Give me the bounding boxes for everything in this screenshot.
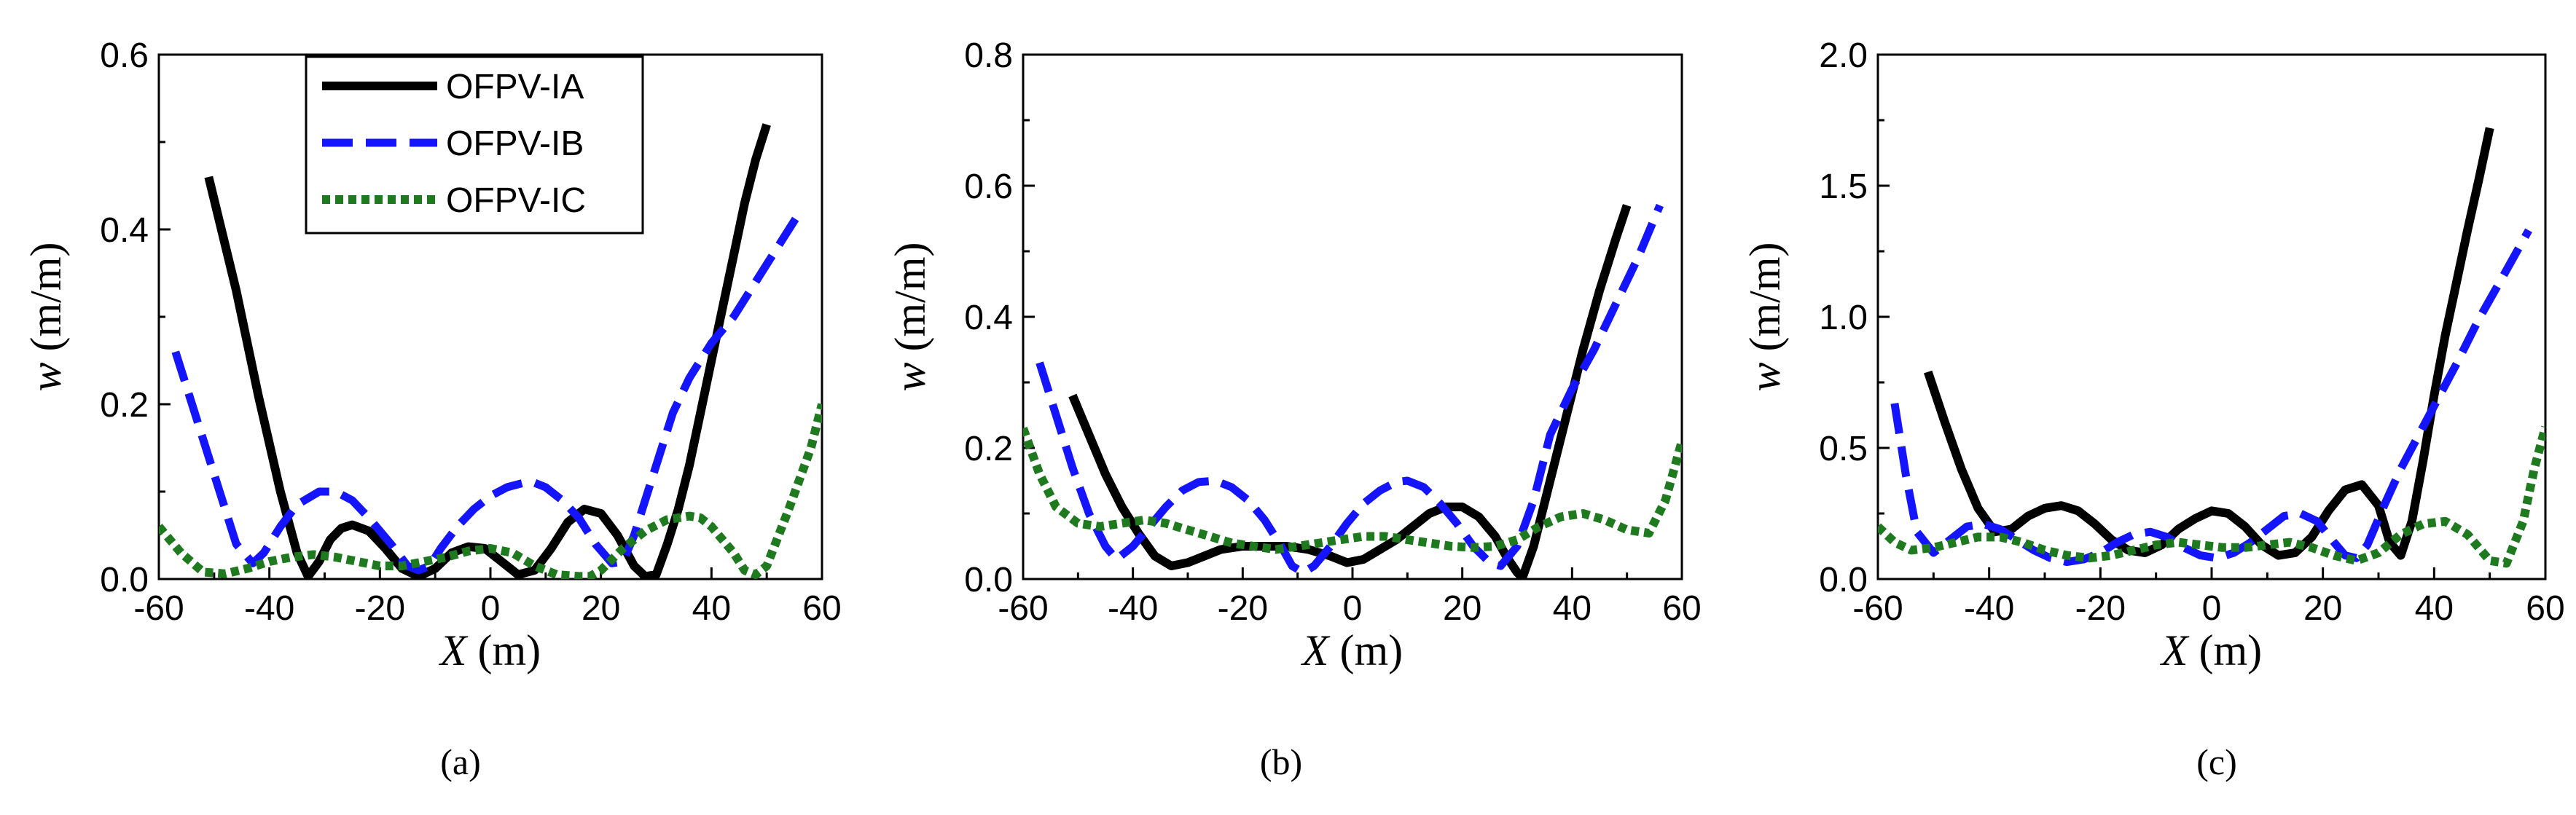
x-axis-label: X (m) (439, 626, 541, 674)
y-tick-label: 1.5 (1819, 168, 1868, 206)
x-tick-label: 40 (2415, 589, 2454, 628)
legend-label: OFPV-IB (446, 125, 584, 163)
legend-label: OFPV-IC (446, 181, 586, 220)
series-ofpv-ia (1068, 204, 1632, 579)
y-tick-label: 0.5 (1819, 430, 1868, 468)
y-tick-label: 0.6 (964, 168, 1013, 206)
x-tick-label: 40 (692, 589, 731, 628)
x-tick-label: 0 (481, 589, 501, 628)
x-tick-label: 0 (2202, 589, 2222, 628)
panel-b: -60 -40 -20 0 20 40 60 0.0 0.2 0.4 0.6 0.8 X (m) w (m… (886, 36, 1702, 782)
y-tick-label: 0.2 (100, 386, 149, 425)
y-tick-label: 2.0 (1819, 36, 1868, 75)
series-ofpv-ic (1878, 425, 2545, 568)
y-tick-label: 0.0 (100, 561, 149, 599)
panel-caption: (b) (1260, 741, 1302, 782)
x-tick-label: -60 (133, 589, 184, 628)
y-tick-label: 0.4 (100, 211, 149, 250)
panel-caption: (a) (440, 741, 481, 782)
x-tick-label: 40 (1553, 589, 1592, 628)
x-tick-label: 0 (1343, 589, 1363, 628)
y-tick-label: 0.0 (964, 561, 1013, 599)
x-tick-label: -20 (2075, 589, 2126, 628)
x-tick-label: 60 (802, 589, 841, 628)
x-axis-label: X (m) (2160, 626, 2262, 674)
panel-c: -60 -40 -20 0 20 40 60 0.0 0.5 1.0 1.5 2.0 X (m) w (m… (1741, 36, 2565, 782)
panel-a: -60 -40 -20 0 20 40 60 0.0 0.2 0.4 0.6 X (m) w (m/m)… (22, 36, 842, 782)
y-tick-label: 0.4 (964, 299, 1013, 337)
x-tick-label: 20 (2303, 589, 2342, 628)
series-ofpv-ib (171, 210, 804, 575)
y-tick-label: 0.6 (100, 36, 149, 75)
x-tick-label: -40 (244, 589, 294, 628)
x-tick-label: 20 (582, 589, 620, 628)
x-tick-label: -20 (355, 589, 405, 628)
x-axis-label: X (m) (1301, 626, 1403, 674)
x-tick-label: -20 (1218, 589, 1268, 628)
series-ofpv-ic (159, 403, 822, 579)
x-tick-label: -40 (1964, 589, 2014, 628)
x-tick-label: 60 (1662, 589, 1701, 628)
x-tick-label: -60 (1852, 589, 1903, 628)
x-tick-label: 60 (2526, 589, 2564, 628)
y-tick-label: 0.2 (964, 430, 1013, 468)
series-ofpv-ib (1036, 203, 1664, 577)
series-ofpv-ib (1890, 228, 2532, 567)
y-axis-label: w (m/m) (22, 242, 70, 391)
y-axis-label: w (m/m) (886, 242, 934, 391)
series-ofpv-ia (1924, 127, 2494, 560)
x-tick-label: -40 (1108, 589, 1158, 628)
x-tick-label: 20 (1443, 589, 1481, 628)
panel-caption: (c) (2196, 741, 2237, 782)
y-tick-label: 0.0 (1819, 561, 1868, 599)
y-axis-label: w (m/m) (1741, 242, 1789, 391)
x-tick-label: -60 (998, 589, 1048, 628)
legend-label: OFPV-IA (446, 68, 584, 106)
y-tick-label: 1.0 (1819, 299, 1868, 337)
series-ofpv-ic (1023, 426, 1682, 554)
y-tick-label: 0.8 (964, 36, 1013, 75)
legend: OFPV-IA OFPV-IB OFPV-IC (305, 55, 644, 235)
